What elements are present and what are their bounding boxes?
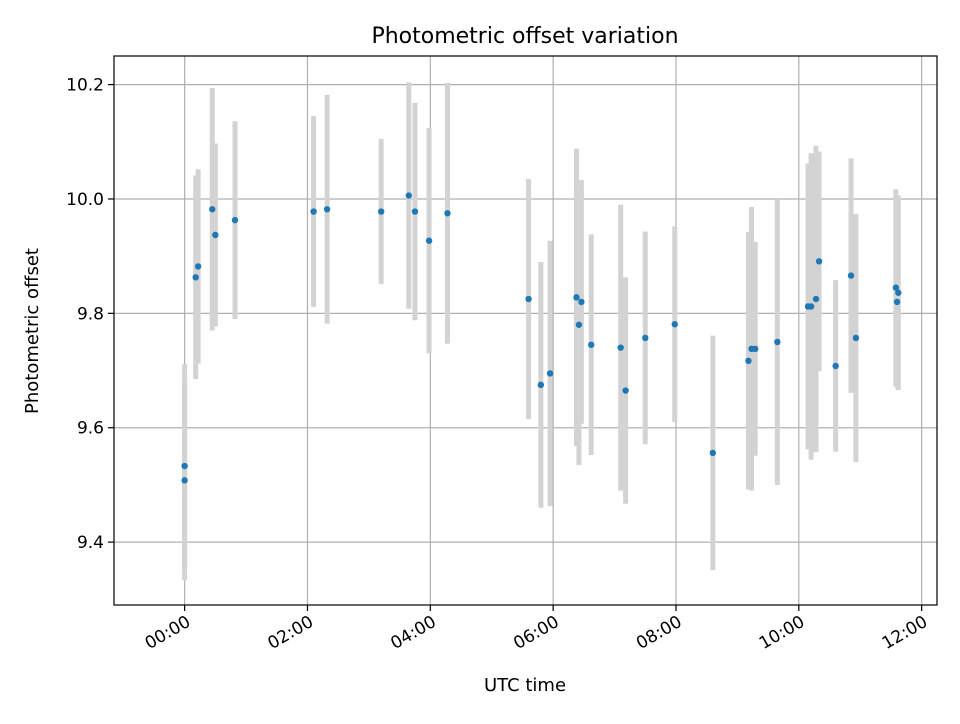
data-point	[231, 216, 239, 224]
y-axis-label: Photometric offset	[22, 248, 43, 414]
data-point	[537, 381, 545, 389]
error-bars	[182, 82, 901, 581]
data-point	[617, 344, 624, 351]
y-tick-label: 10.2	[66, 76, 104, 96]
data-point	[832, 362, 839, 370]
data-point	[405, 192, 413, 199]
data-point	[893, 298, 901, 306]
data-point	[181, 477, 188, 484]
x-tick-label: 10:00	[756, 612, 808, 654]
data-point	[847, 272, 855, 279]
data-point	[323, 206, 331, 213]
data-point	[444, 210, 451, 217]
x-tick-label: 06:00	[510, 612, 562, 654]
data-point	[588, 341, 595, 348]
data-point	[573, 294, 580, 301]
data-points	[181, 192, 902, 484]
data-point	[745, 357, 752, 365]
x-axis-label: UTC time	[484, 675, 566, 696]
data-point	[709, 449, 717, 457]
data-point	[622, 387, 629, 394]
data-point	[575, 321, 583, 328]
data-point	[212, 231, 219, 239]
data-point	[209, 206, 216, 213]
y-tick-label: 9.8	[77, 304, 104, 324]
plot-frame	[113, 55, 938, 606]
data-point	[892, 284, 900, 291]
data-point	[411, 208, 419, 215]
data-point	[377, 208, 385, 215]
data-point	[807, 303, 815, 310]
x-tick-label: 00:00	[142, 612, 194, 654]
x-tick-label: 08:00	[633, 612, 685, 654]
data-point	[578, 298, 585, 306]
x-tick-label: 12:00	[879, 612, 931, 654]
data-point	[425, 237, 433, 244]
data-point	[181, 462, 188, 470]
data-point	[310, 208, 317, 215]
data-point	[642, 334, 649, 342]
data-point	[852, 334, 860, 342]
data-point	[752, 345, 759, 352]
data-point	[546, 370, 554, 377]
x-tick-label: 04:00	[387, 612, 439, 654]
y-tick-label: 10.0	[66, 190, 104, 210]
data-point	[815, 258, 823, 265]
data-point	[812, 295, 820, 303]
data-point	[774, 338, 781, 346]
chart-title: Photometric offset variation	[371, 24, 678, 49]
x-tick-label: 02:00	[265, 612, 317, 654]
data-point	[895, 289, 902, 296]
data-point	[671, 321, 678, 328]
x-axis-ticks: 00:00 02:00 04:00 06:00 08:00 10:00 12:00	[142, 605, 931, 654]
y-axis-ticks: 9.4 9.6 9.8 10.0 10.2	[66, 76, 114, 553]
data-point	[192, 274, 199, 281]
data-point	[525, 295, 532, 303]
y-tick-label: 9.6	[77, 419, 104, 439]
y-tick-label: 9.4	[77, 533, 104, 553]
data-point	[194, 263, 202, 270]
